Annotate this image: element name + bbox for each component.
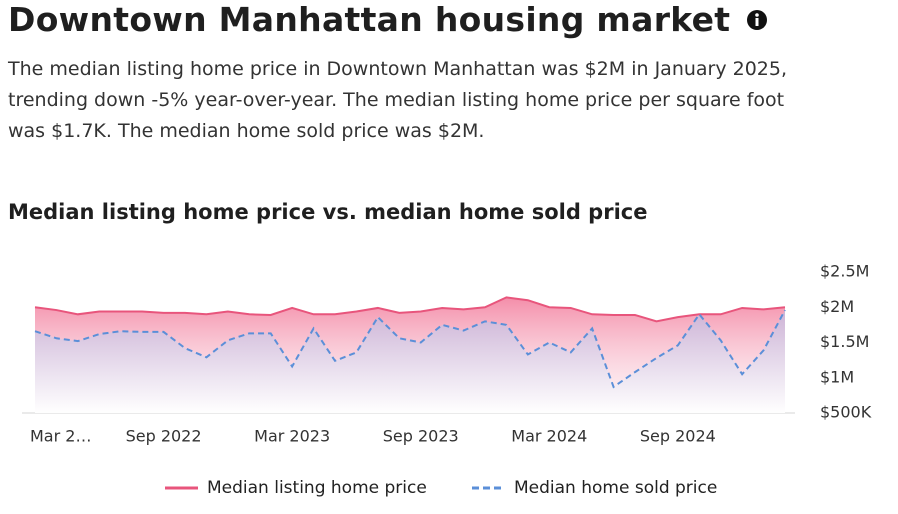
description: The median listing home price in Downtow… bbox=[8, 54, 787, 147]
description-line: trending down -5% year-over-year. The me… bbox=[8, 89, 785, 111]
y-tick-label: $1M bbox=[820, 367, 854, 386]
y-tick-label: $1.5M bbox=[820, 332, 869, 351]
series-line bbox=[34, 296, 786, 323]
series-line bbox=[34, 309, 786, 389]
x-tick-label: Mar 2… bbox=[30, 427, 91, 446]
description-line: was $1.7K. The median home sold price wa… bbox=[8, 120, 485, 142]
y-tick-label: $2.5M bbox=[820, 262, 869, 281]
description-line: The median listing home price in Downtow… bbox=[8, 58, 788, 80]
area bbox=[35, 310, 785, 413]
x-tick-label: Sep 2022 bbox=[126, 427, 202, 446]
x-tick-label: Mar 2023 bbox=[254, 427, 330, 446]
y-tick-label: $2M bbox=[820, 297, 854, 316]
x-tick-label: Sep 2023 bbox=[383, 427, 459, 446]
x-tick-label: Mar 2024 bbox=[511, 427, 587, 446]
area bbox=[35, 297, 785, 413]
legend-label: Median home sold price bbox=[514, 478, 717, 498]
legend-label: Median listing home price bbox=[207, 478, 427, 498]
y-tick-label: $500K bbox=[820, 403, 872, 422]
info-icon[interactable] bbox=[746, 9, 768, 31]
chart-title: Median listing home price vs. median hom… bbox=[8, 200, 647, 224]
x-tick-label: Sep 2024 bbox=[640, 427, 716, 446]
page-title: Downtown Manhattan housing market bbox=[8, 0, 731, 39]
